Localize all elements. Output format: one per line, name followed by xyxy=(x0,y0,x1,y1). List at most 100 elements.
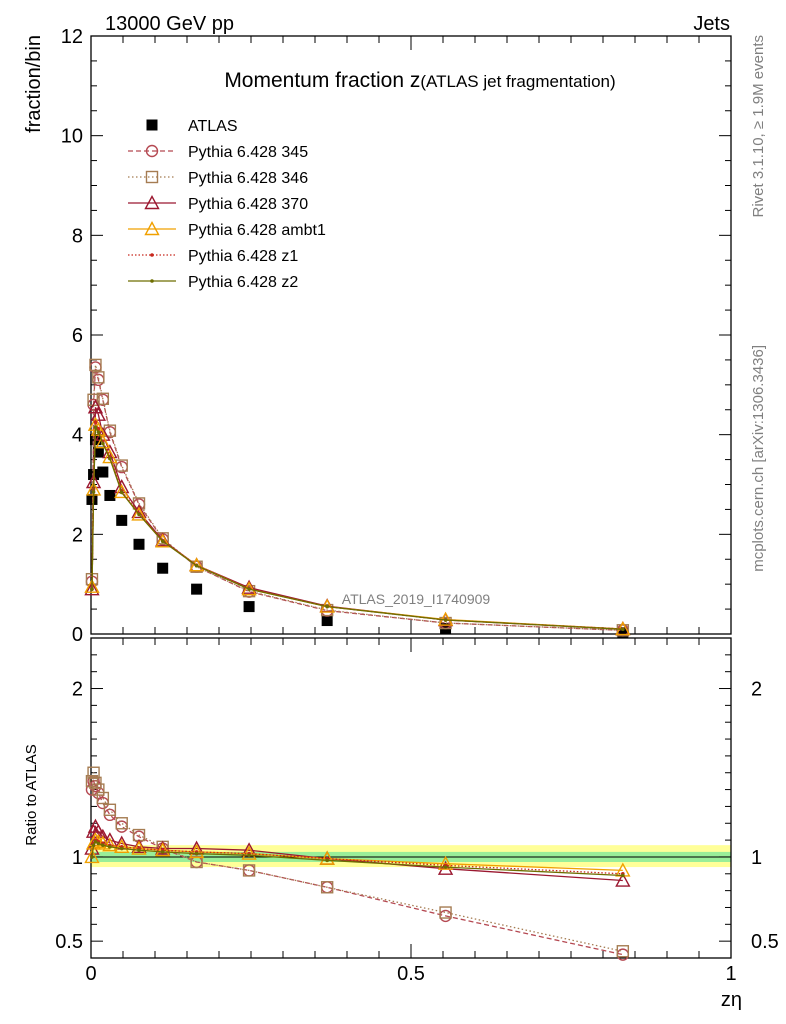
ratio-point-pythia-6-428-z2 xyxy=(137,848,141,853)
data-point-atlas xyxy=(116,514,128,526)
ratio-point-pythia-6-428-ambt1 xyxy=(84,848,100,864)
chart-title-sub: (ATLAS jet fragmentation) xyxy=(420,72,615,91)
data-point-pythia-6-428-346 xyxy=(96,392,110,405)
mcplots-credit-text: mcplots.cern.ch [arXiv:1306.3436] xyxy=(750,345,767,572)
data-point-pythia-6-428-z2 xyxy=(247,587,251,591)
ratio-point-pythia-6-428-346 xyxy=(190,855,203,869)
ratio-point-pythia-6-428-z2 xyxy=(621,873,625,878)
data-point-pythia-6-428-346 xyxy=(89,358,102,372)
ratio-point-pythia-6-428-346 xyxy=(103,803,117,816)
y-tick-label-main: 6 xyxy=(72,325,83,347)
ratio-point-pythia-6-428-z2 xyxy=(119,846,124,851)
analysis-watermark: ATLAS_2019_I1740909 xyxy=(342,591,491,607)
header-right: Jets xyxy=(693,13,730,35)
ratio-point-pythia-6-428-346 xyxy=(115,817,128,830)
data-point-pythia-6-428-z2 xyxy=(160,539,165,544)
data-point-atlas xyxy=(97,466,109,478)
data-layer xyxy=(84,358,631,961)
legend-label-atlas: ATLAS xyxy=(188,118,238,135)
ratio-point-pythia-6-428-z2 xyxy=(443,865,448,869)
rivet-version-text: Rivet 3.1.10, ≥ 1.9M events xyxy=(750,35,767,218)
y-axis-label-top: fraction/bin xyxy=(23,35,45,133)
data-point-atlas xyxy=(191,583,203,595)
ratio-point-pythia-6-428-z2 xyxy=(247,853,251,858)
data-point-atlas xyxy=(104,489,116,501)
data-point-pythia-6-428-ambt1 xyxy=(131,506,147,521)
data-point-pythia-6-428-z2 xyxy=(101,441,105,446)
ratio-line-pythia-6-428-345 xyxy=(91,778,623,956)
data-point-pythia-6-428-z2 xyxy=(96,430,101,434)
data-point-pythia-6-428-ambt1 xyxy=(155,533,171,548)
ratio-point-pythia-6-428-370 xyxy=(131,838,147,854)
ratio-point-pythia-6-428-346 xyxy=(96,791,110,805)
ratio-point-pythia-6-428-z2 xyxy=(160,850,165,854)
y-tick-label-main: 12 xyxy=(61,26,83,48)
series-line-pythia-6-428-346 xyxy=(91,364,623,631)
ratio-point-pythia-6-428-z2 xyxy=(194,851,199,856)
ratio-point-pythia-6-428-ambt1 xyxy=(155,842,171,857)
y-tick-label-main: 4 xyxy=(72,425,83,447)
legend: ATLAS Pythia 6.428 345 Pythia 6.428 346 Pyt… xyxy=(128,118,326,291)
ratio-point-pythia-6-428-346 xyxy=(616,945,630,958)
data-point-pythia-6-428-ambt1 xyxy=(102,449,118,464)
data-point-pythia-6-428-z2 xyxy=(194,563,199,568)
ratio-point-pythia-6-428-370 xyxy=(437,860,454,875)
data-point-pythia-6-428-z1 xyxy=(93,420,98,425)
x-tick-label: 0.5 xyxy=(397,963,425,985)
ratio-point-pythia-6-428-ambt1 xyxy=(319,850,335,865)
data-point-pythia-6-428-ambt1 xyxy=(95,434,111,449)
header-left: 13000 GeV pp xyxy=(105,13,234,35)
ratio-point-pythia-6-428-346 xyxy=(242,864,256,877)
data-point-pythia-6-428-346 xyxy=(190,560,203,573)
x-tick-label: 0 xyxy=(85,963,96,985)
data-point-pythia-6-428-z2 xyxy=(119,490,124,495)
ratio-point-pythia-6-428-345 xyxy=(85,783,99,796)
legend-marker-pythia-6-428-ambt1 xyxy=(144,221,160,236)
ratio-point-pythia-6-428-ambt1 xyxy=(87,832,104,847)
ratio-point-pythia-6-428-ambt1 xyxy=(131,840,147,855)
ratio-point-pythia-6-428-346 xyxy=(439,906,452,919)
y-tick-label-ratio-right: 2 xyxy=(751,679,762,701)
y-tick-label-ratio: 0.5 xyxy=(55,931,83,953)
data-point-pythia-6-428-346 xyxy=(616,624,630,637)
ratio-point-pythia-6-428-346 xyxy=(92,783,105,796)
ratio-point-pythia-6-428-z2 xyxy=(90,855,94,859)
y-tick-label-main: 10 xyxy=(61,126,83,148)
y-tick-label-main: 0 xyxy=(72,624,83,646)
data-point-atlas xyxy=(157,562,169,574)
y-tick-label-ratio: 2 xyxy=(72,679,83,701)
main-plot-frame xyxy=(90,35,732,635)
data-point-pythia-6-428-z2 xyxy=(90,587,94,591)
data-point-pythia-6-428-370 xyxy=(90,406,107,421)
legend-label-pythia-6-428-z1: Pythia 6.428 z1 xyxy=(188,248,298,265)
legend-marker-pythia-6-428-345 xyxy=(145,144,159,158)
y-tick-label-main: 8 xyxy=(72,225,83,247)
legend-marker-pythia-6-428-z2 xyxy=(150,279,154,283)
ratio-point-pythia-6-428-346 xyxy=(85,774,99,788)
ratio-point-pythia-6-428-346 xyxy=(320,881,334,894)
data-point-pythia-6-428-346 xyxy=(115,459,128,472)
legend-marker-pythia-6-428-z1 xyxy=(150,253,154,257)
data-point-pythia-6-428-z2 xyxy=(621,627,625,632)
y-tick-label-main: 2 xyxy=(72,524,83,546)
ratio-point-pythia-6-428-z2 xyxy=(325,858,329,863)
axes-layer xyxy=(90,35,732,959)
legend-label-pythia-6-428-346: Pythia 6.428 346 xyxy=(188,170,308,187)
legend-label-pythia-6-428-ambt1: Pythia 6.428 ambt1 xyxy=(188,222,326,239)
data-point-atlas xyxy=(92,446,104,458)
y-tick-label-ratio-right: 0.5 xyxy=(751,931,779,953)
data-point-pythia-6-428-z2 xyxy=(443,618,448,622)
data-point-pythia-6-428-370 xyxy=(84,581,100,596)
legend-label-pythia-6-428-345: Pythia 6.428 345 xyxy=(188,144,308,161)
legend-marker-pythia-6-428-370 xyxy=(144,195,160,210)
data-point-pythia-6-428-ambt1 xyxy=(241,581,257,596)
legend-label-pythia-6-428-370: Pythia 6.428 370 xyxy=(188,196,308,213)
data-point-pythia-6-428-z2 xyxy=(93,425,98,429)
data-point-atlas xyxy=(321,615,333,627)
y-axis-label-ratio: Ratio to ATLAS xyxy=(23,744,40,845)
ratio-point-pythia-6-428-z2 xyxy=(108,845,112,849)
data-point-pythia-6-428-z2 xyxy=(137,512,141,517)
ratio-point-pythia-6-428-z2 xyxy=(91,843,96,847)
